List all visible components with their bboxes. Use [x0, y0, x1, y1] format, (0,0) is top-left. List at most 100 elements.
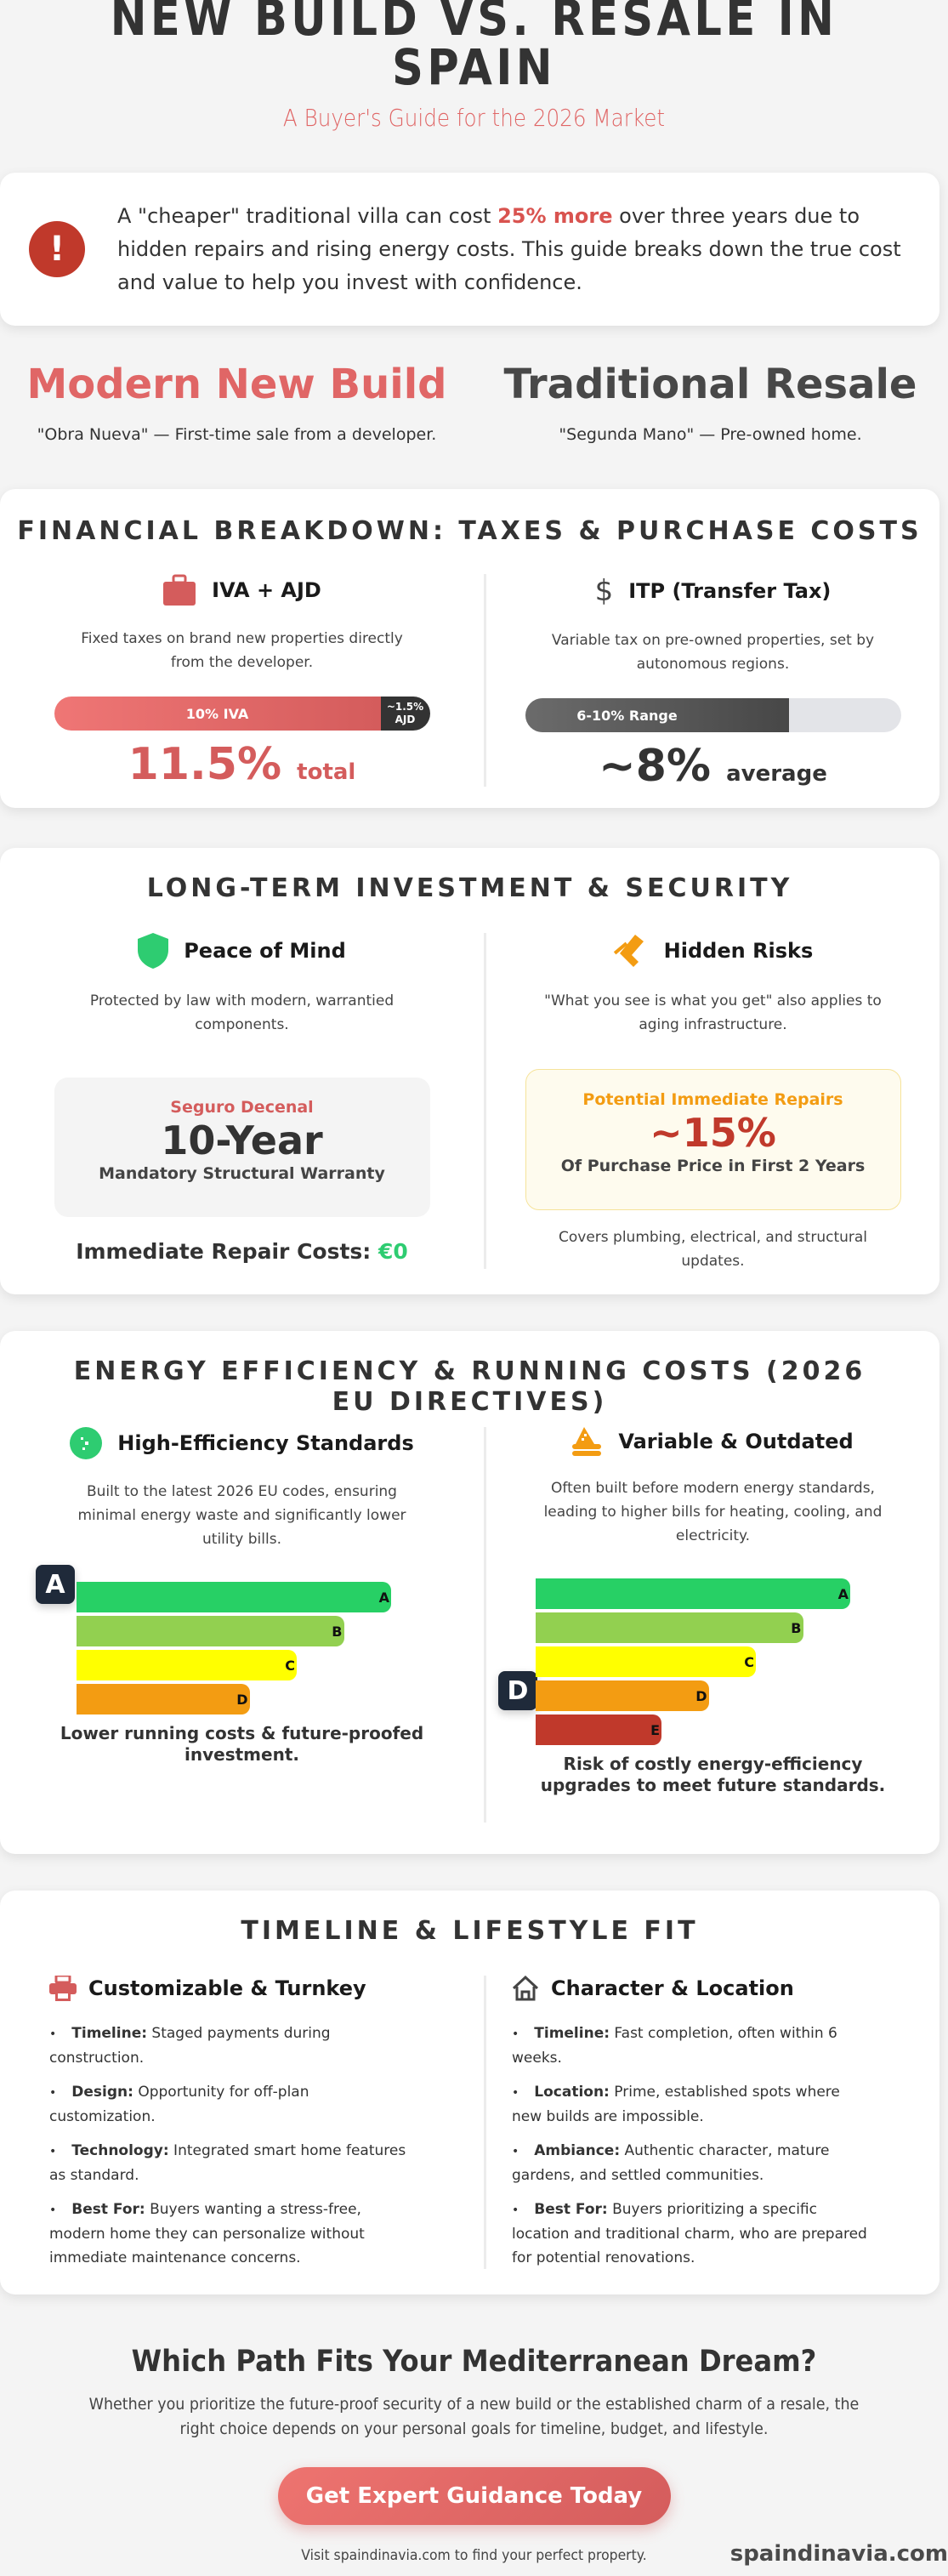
list-item: Timeline: Staged payments during constru… [49, 2022, 416, 2070]
repairs-footer: Covers plumbing, electrical, and structu… [558, 1229, 868, 1270]
warranty-value: 10-Year [161, 1117, 323, 1163]
financial-resale-desc: Variable tax on pre-owned properties, se… [551, 632, 875, 673]
list-item: Best For: Buyers prioritizing a specific… [512, 2198, 871, 2270]
energy-bar-b: B [77, 1616, 344, 1646]
new-build-title: Modern New Build [26, 361, 447, 408]
shield-icon [138, 933, 169, 969]
security-new-heading: Peace of Mind [184, 939, 346, 963]
comparison-headings: Modern New Build "Obra Nueva" — First-ti… [0, 359, 948, 444]
energy-resale-desc: Often built before modern energy standar… [543, 1480, 883, 1544]
page-title: NEW BUILD VS. RESALE IN SPAIN [110, 0, 838, 96]
fire-icon [572, 1427, 602, 1456]
resale-heading: Traditional Resale "Segunda Mano" — Pre-… [474, 359, 947, 444]
energy-bar-c: C [536, 1646, 756, 1677]
repairs-caption: Of Purchase Price in First 2 Years [560, 1157, 866, 1175]
rating-badge-resale: D [498, 1671, 537, 1710]
financial-resale-heading: ITP (Transfer Tax) [628, 579, 832, 603]
warranty-caption: Mandatory Structural Warranty [99, 1164, 385, 1183]
briefcase-icon [163, 574, 196, 606]
lifestyle-resale-heading: Character & Location [551, 1976, 794, 2000]
warranty-label: Seguro Decenal [170, 1098, 314, 1117]
resale-desc: "Segunda Mano" — Pre-owned home. [559, 425, 862, 444]
energy-bar-d: D [77, 1684, 250, 1714]
alert-text: A "cheaper" traditional villa can cost 2… [117, 203, 901, 294]
lifestyle-new-col: Customizable & Turnkey Timeline: Staged … [0, 1976, 484, 2269]
page-subtitle: A Buyer's Guide for the 2026 Market [282, 104, 666, 132]
security-new-desc: Protected by law with modern, warrantied… [89, 992, 395, 1033]
expert-guidance-button[interactable]: Get Expert Guidance Today [277, 2467, 671, 2525]
energy-title: ENERGY EFFICIENCY & RUNNING COSTS (2026 … [73, 1356, 866, 1417]
itp-bar: 6-10% Range [525, 698, 901, 732]
energy-rating-resale: D A B C D E [486, 1563, 939, 1750]
financial-new-heading: IVA + AJD [212, 578, 321, 602]
security-resale-col: Hidden Risks "What you see is what you g… [484, 933, 939, 1270]
house-icon [512, 1976, 539, 2001]
cta-section: Which Path Fits Your Mediterranean Dream… [0, 2345, 948, 2568]
lifestyle-new-list: Timeline: Staged payments during constru… [49, 2022, 416, 2270]
repairs-label: Potential Immediate Repairs [582, 1090, 843, 1109]
list-item: Ambiance: Authentic character, mature ga… [512, 2139, 871, 2187]
new-build-heading: Modern New Build "Obra Nueva" — First-ti… [0, 359, 474, 444]
lifestyle-resale-col: Character & Location Timeline: Fast comp… [484, 1976, 939, 2269]
list-item: Timeline: Fast completion, often within … [512, 2022, 871, 2070]
financial-title: FINANCIAL BREAKDOWN: TAXES & PURCHASE CO… [17, 516, 922, 546]
security-title: LONG-TERM INVESTMENT & SECURITY [146, 873, 793, 903]
energy-new-desc: Built to the latest 2026 EU codes, ensur… [77, 1483, 406, 1548]
watermark: spaindinavia.com [729, 2541, 948, 2567]
energy-bar-a: A [77, 1582, 391, 1612]
energy-bar-b: B [536, 1612, 803, 1643]
dollar-icon: $ [594, 574, 614, 608]
financial-new-col: IVA + AJD Fixed taxes on brand new prope… [0, 574, 484, 790]
list-item: Best For: Buyers wanting a stress-free, … [49, 2198, 416, 2270]
printer-icon [49, 1976, 77, 2001]
resale-title: Traditional Resale [503, 361, 917, 408]
hero: NEW BUILD VS. RESALE IN SPAIN A Buyer's … [0, 0, 948, 132]
list-item: Technology: Integrated smart home featur… [49, 2139, 416, 2187]
security-new-col: Peace of Mind Protected by law with mode… [0, 933, 484, 1269]
warranty-box: Seguro Decenal 10-Year Mandatory Structu… [54, 1078, 430, 1217]
security-resale-heading: Hidden Risks [663, 939, 814, 963]
energy-bar-d: D [536, 1680, 709, 1711]
new-build-desc: "Obra Nueva" — First-time sale from a de… [37, 425, 437, 444]
leaf-icon [70, 1427, 103, 1459]
lifestyle-resale-list: Timeline: Fast completion, often within … [512, 2022, 871, 2270]
financial-card: FINANCIAL BREAKDOWN: TAXES & PURCHASE CO… [0, 489, 939, 808]
exclamation-icon: ! [29, 221, 85, 277]
financial-new-desc: Fixed taxes on brand new properties dire… [81, 630, 403, 671]
lifestyle-new-heading: Customizable & Turnkey [88, 1976, 366, 2000]
repair-costs: Immediate Repair Costs: €0 [76, 1239, 408, 1264]
cta-title: Which Path Fits Your Mediterranean Dream… [131, 2345, 817, 2379]
financial-new-stat: 11.5% total [128, 739, 356, 790]
security-resale-desc: "What you see is what you get" also appl… [544, 992, 882, 1033]
lifestyle-title: TIMELINE & LIFESTYLE FIT [241, 1916, 699, 1946]
energy-new-heading: High-Efficiency Standards [117, 1431, 414, 1455]
cta-text: Whether you prioritize the future-proof … [88, 2395, 860, 2438]
energy-card: ENERGY EFFICIENCY & RUNNING COSTS (2026 … [0, 1331, 939, 1854]
repairs-box: Potential Immediate Repairs ~15% Of Purc… [525, 1069, 901, 1210]
ajd-segment: ~1.5% AJD [380, 697, 430, 731]
list-item: Location: Prime, established spots where… [512, 2080, 871, 2129]
itp-range-segment: 6-10% Range [525, 698, 789, 732]
energy-resale-col: Variable & Outdated Often built before m… [484, 1427, 939, 1823]
repair-costs-value: €0 [378, 1239, 408, 1264]
financial-resale-stat: ~8% average [599, 741, 827, 792]
visit-text: Visit spaindinavia.com to find your perf… [301, 2547, 647, 2564]
iva-segment: 10% IVA [54, 697, 381, 731]
energy-bar-a: A [536, 1578, 850, 1609]
hammer-icon [613, 935, 644, 967]
repairs-value: ~15% [650, 1110, 776, 1156]
energy-new-footer: Lower running costs & future-proofed inv… [60, 1723, 424, 1765]
energy-bar-c: C [77, 1650, 297, 1680]
energy-new-col: High-Efficiency Standards Built to the l… [0, 1427, 484, 1823]
list-item: Design: Opportunity for off-plan customi… [49, 2080, 416, 2129]
security-card: LONG-TERM INVESTMENT & SECURITY Peace of… [0, 848, 939, 1294]
rating-badge-new: A [36, 1565, 75, 1604]
alert-highlight: 25% more [497, 203, 613, 228]
energy-rating-new: A A B C D [0, 1565, 484, 1720]
lifestyle-card: TIMELINE & LIFESTYLE FIT Customizable & … [0, 1891, 939, 2295]
alert-card: ! A "cheaper" traditional villa can cost… [0, 173, 939, 326]
energy-bar-e: E [536, 1714, 661, 1745]
energy-resale-heading: Variable & Outdated [618, 1430, 854, 1453]
energy-resale-footer: Risk of costly energy-efficiency upgrade… [540, 1754, 886, 1795]
financial-resale-col: $ ITP (Transfer Tax) Variable tax on pre… [484, 574, 939, 792]
